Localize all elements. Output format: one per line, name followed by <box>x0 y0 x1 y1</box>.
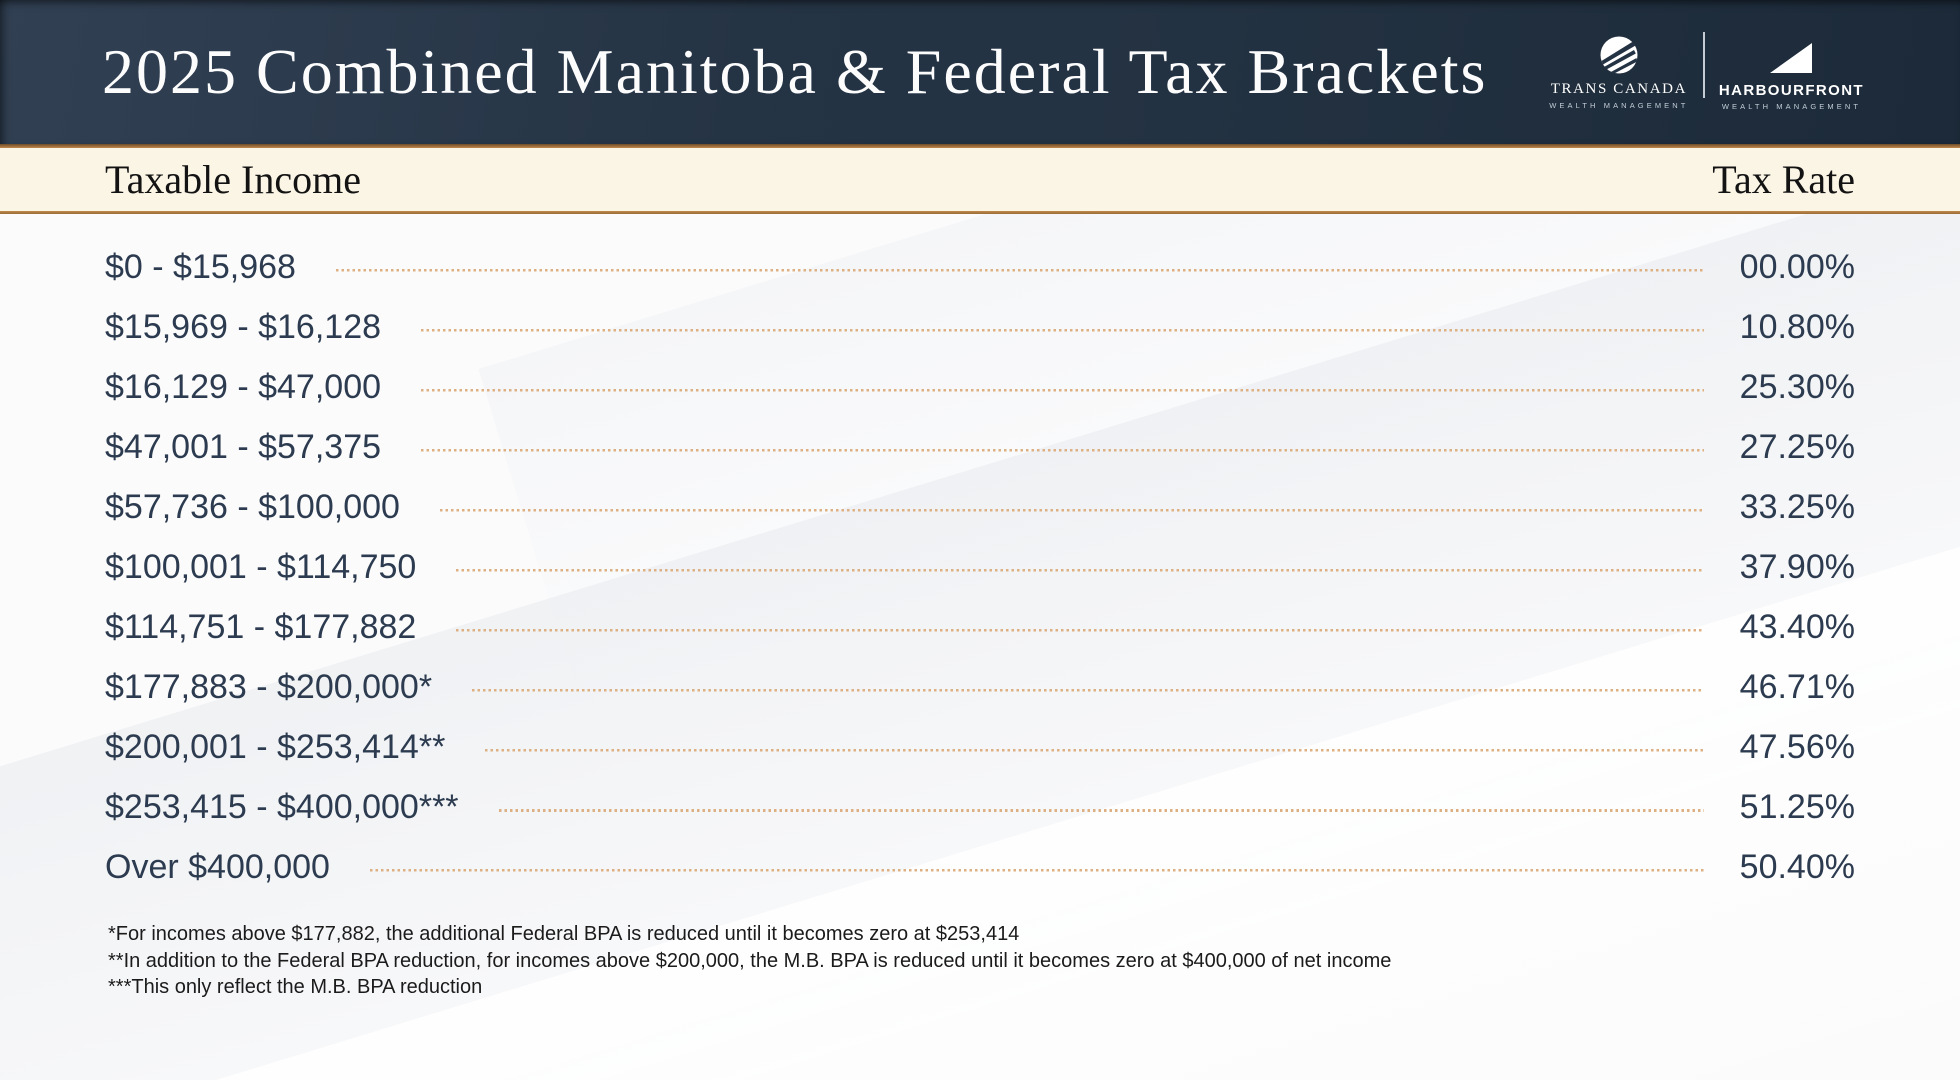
table-row: $16,129 - $47,000 25.30% <box>105 357 1855 417</box>
trans-canada-globe-icon <box>1600 34 1638 74</box>
footnote-line: ***This only reflect the M.B. BPA reduct… <box>108 976 483 998</box>
income-range: $200,001 - $253,414** <box>105 727 446 766</box>
table-row: $253,415 - $400,000*** 51.25% <box>105 777 1855 837</box>
harbourfront-logo: HARBOURFRONT WEALTH MANAGEMENT <box>1719 33 1864 111</box>
income-range: $47,001 - $57,375 <box>105 427 382 466</box>
harbourfront-wordmark: HARBOURFRONT <box>1718 82 1864 99</box>
income-range: $15,969 - $16,128 <box>105 307 382 346</box>
income-range: $253,415 - $400,000*** <box>105 787 459 826</box>
harbourfront-sail-icon <box>1770 33 1813 73</box>
dotted-leader <box>421 328 1704 332</box>
table-row: Over $400,000 50.40% <box>105 837 1855 897</box>
header-bar: 2025 Combined Manitoba & Federal Tax Bra… <box>0 0 1960 144</box>
dotted-leader <box>472 688 1704 692</box>
table-row: $47,001 - $57,375 27.25% <box>105 417 1855 477</box>
column-header-taxable-income: Taxable Income <box>105 157 361 202</box>
dotted-leader <box>456 628 1704 632</box>
dotted-leader <box>456 568 1704 572</box>
tax-rate-value: 51.25% <box>1739 787 1855 826</box>
page-title: 2025 Combined Manitoba & Federal Tax Bra… <box>102 36 1488 107</box>
harbourfront-tagline: WEALTH MANAGEMENT <box>1721 102 1862 111</box>
gold-rule-top <box>0 144 1960 148</box>
income-range: $16,129 - $47,000 <box>105 367 382 406</box>
income-range: Over $400,000 <box>105 847 330 886</box>
table-row: $114,751 - $177,882 43.40% <box>105 597 1855 657</box>
bracket-table: $0 - $15,968 00.00% $15,969 - $16,128 10… <box>105 237 1855 897</box>
income-range: $0 - $15,968 <box>105 247 296 286</box>
tax-rate-value: 43.40% <box>1739 607 1855 646</box>
trans-canada-logo: TRANS CANADA WEALTH MANAGEMENT <box>1549 34 1689 110</box>
income-range: $177,883 - $200,000* <box>105 667 433 706</box>
tax-rate-value: 50.40% <box>1739 847 1855 886</box>
trans-canada-tagline: WEALTH MANAGEMENT <box>1549 101 1689 110</box>
income-range: $114,751 - $177,882 <box>105 607 417 646</box>
column-header-tax-rate: Tax Rate <box>1712 157 1855 202</box>
gold-rule-bottom <box>0 211 1960 214</box>
table-row: $177,883 - $200,000* 46.71% <box>105 657 1855 717</box>
tax-rate-value: 47.56% <box>1739 727 1855 766</box>
income-range: $100,001 - $114,750 <box>105 547 417 586</box>
dotted-leader <box>335 268 1704 272</box>
tax-rate-value: 27.25% <box>1739 427 1855 466</box>
logo-divider <box>1702 32 1705 98</box>
dotted-leader <box>439 508 1704 512</box>
dotted-leader <box>421 448 1704 452</box>
dotted-leader <box>421 388 1704 392</box>
table-row: $15,969 - $16,128 10.80% <box>105 297 1855 357</box>
tax-rate-value: 25.30% <box>1739 367 1855 406</box>
income-range: $57,736 - $100,000 <box>105 487 400 526</box>
footnote-line: *For incomes above $177,882, the additio… <box>108 923 1020 945</box>
tax-rate-value: 00.00% <box>1739 247 1855 286</box>
table-row: $200,001 - $253,414** 47.56% <box>105 717 1855 777</box>
dotted-leader <box>369 868 1704 872</box>
tax-rate-value: 37.90% <box>1739 547 1855 586</box>
logo-area: TRANS CANADA WEALTH MANAGEMENT HARBOURFR… <box>1549 0 1864 144</box>
dotted-leader <box>498 808 1704 812</box>
trans-canada-wordmark: TRANS CANADA <box>1550 81 1688 97</box>
table-row: $0 - $15,968 00.00% <box>105 237 1855 297</box>
footnote-line: **In addition to the Federal BPA reducti… <box>108 949 1392 972</box>
column-header-band: Taxable Income Tax Rate <box>0 148 1960 211</box>
table-row: $100,001 - $114,750 37.90% <box>105 537 1855 597</box>
dotted-leader <box>485 748 1704 752</box>
tax-rate-value: 10.80% <box>1739 307 1855 346</box>
footnotes: *For incomes above $177,882, the additio… <box>108 921 1870 1001</box>
tax-rate-value: 33.25% <box>1739 487 1855 526</box>
table-row: $57,736 - $100,000 33.25% <box>105 477 1855 537</box>
tax-rate-value: 46.71% <box>1739 667 1855 706</box>
